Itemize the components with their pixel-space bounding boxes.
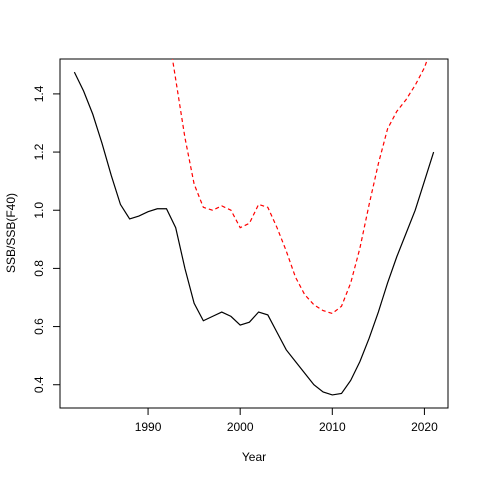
- y-tick-label: 1.0: [32, 202, 46, 219]
- x-tick-label: 2000: [227, 420, 254, 434]
- y-axis-label: SSB/SSB(F40): [4, 193, 18, 273]
- series-line: [73, 71, 435, 396]
- x-tick-label: 2010: [319, 420, 346, 434]
- x-axis-label: Year: [242, 450, 266, 464]
- y-tick-label: 0.8: [32, 260, 46, 277]
- x-tick-label: 1990: [135, 420, 162, 434]
- x-tick-label: 2020: [411, 420, 438, 434]
- plot-box: [59, 58, 449, 409]
- y-tick-label: 0.4: [32, 376, 46, 393]
- y-tick-label: 1.2: [32, 143, 46, 160]
- series-line: [171, 59, 429, 315]
- y-tick-label: 0.6: [32, 318, 46, 335]
- y-tick-label: 1.4: [32, 85, 46, 102]
